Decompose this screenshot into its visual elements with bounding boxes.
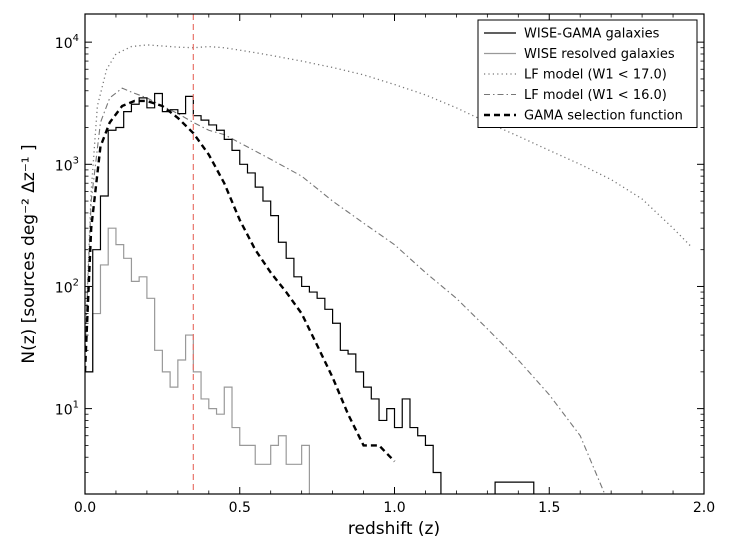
y-tick-label: 103 bbox=[55, 155, 79, 174]
y-tick-label: 102 bbox=[55, 277, 79, 296]
x-axis-label: redshift (z) bbox=[348, 519, 440, 539]
series-layer bbox=[85, 44, 693, 494]
legend: WISE-GAMA galaxies WISE resolved galaxies… bbox=[477, 19, 698, 128]
legend-box bbox=[477, 19, 698, 128]
x-tick-label: 1.0 bbox=[383, 500, 405, 516]
series-line bbox=[85, 87, 606, 494]
x-tick-label: 0.0 bbox=[74, 500, 96, 516]
legend-label: GAMA selection function bbox=[524, 109, 683, 124]
legend-label: LF model (W1 < 16.0) bbox=[524, 88, 667, 103]
y-axis-label: N(z) [sources deg⁻² Δz⁻¹ ] bbox=[19, 144, 39, 363]
x-axis: 0.0 0.5 1.0 1.5 2.0 bbox=[74, 14, 715, 516]
series-line bbox=[85, 44, 693, 351]
legend-label: LF model (W1 < 17.0) bbox=[524, 68, 667, 83]
legend-label: WISE resolved galaxies bbox=[524, 47, 675, 62]
y-axis: 101 102 103 104 bbox=[55, 33, 704, 495]
series-line bbox=[85, 92, 535, 494]
x-tick-label: 2.0 bbox=[693, 500, 715, 516]
y-tick-label: 104 bbox=[55, 33, 79, 52]
x-tick-label: 0.5 bbox=[229, 500, 251, 516]
legend-label: WISE-GAMA galaxies bbox=[524, 27, 660, 42]
series-line bbox=[85, 227, 310, 494]
y-tick-label: 101 bbox=[55, 400, 79, 419]
series-line bbox=[85, 99, 396, 463]
x-tick-label: 1.5 bbox=[538, 500, 560, 516]
